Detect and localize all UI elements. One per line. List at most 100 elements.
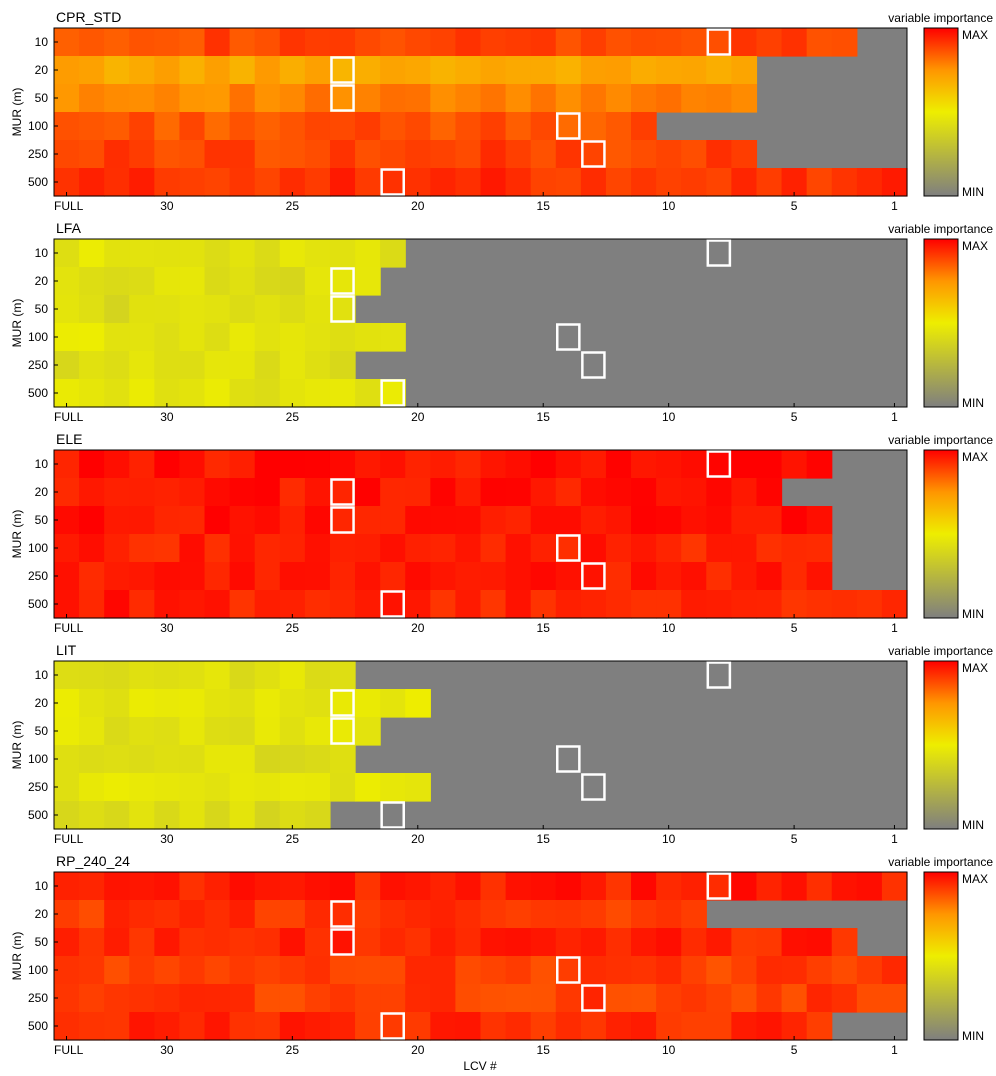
heatmap-cell — [756, 872, 783, 901]
highlight-square — [330, 56, 355, 84]
heatmap-cell — [681, 450, 707, 479]
colorbar-title: variable importance — [888, 222, 993, 236]
heatmap-cell — [480, 590, 507, 619]
heatmap-cell — [129, 928, 155, 957]
heatmap-cell — [129, 984, 155, 1013]
heatmap-cell — [129, 478, 155, 507]
heatmap-cell — [104, 661, 130, 690]
heatmap-cell — [380, 28, 406, 57]
heatmap-cell — [104, 478, 130, 507]
x-tick-label: 1 — [891, 1043, 898, 1057]
heatmap-cell — [355, 956, 381, 985]
heatmap-cell — [79, 984, 105, 1013]
heatmap-cell — [154, 168, 181, 197]
heatmap-cell — [304, 534, 331, 563]
heatmap-cell — [129, 1012, 155, 1041]
heatmap-cell — [605, 28, 632, 57]
heatmap-cell — [54, 689, 80, 718]
heatmap-cell — [79, 379, 105, 408]
heatmap-cell — [204, 56, 231, 85]
heatmap-cell — [631, 450, 657, 479]
heatmap-cell — [480, 450, 507, 479]
heatmap-cell — [279, 239, 306, 268]
heatmap-cell — [204, 323, 231, 352]
heatmap-cell — [304, 506, 331, 535]
heatmap-cell — [555, 872, 582, 901]
heatmap-cell — [54, 84, 80, 113]
y-tick-label: 100 — [28, 752, 48, 766]
heatmap-cell — [179, 661, 206, 690]
heatmap-cell — [154, 661, 181, 690]
heatmap-cell — [405, 590, 431, 619]
heatmap-cell — [480, 478, 507, 507]
heatmap-cell — [54, 872, 80, 901]
highlight-square — [556, 323, 581, 351]
heatmap-cell — [731, 84, 758, 113]
heatmap-cell — [104, 590, 130, 619]
x-tick-label: 20 — [411, 199, 425, 213]
heatmap-cell — [505, 872, 532, 901]
x-tick-label: 20 — [411, 410, 425, 424]
heatmap-cell — [756, 506, 783, 535]
heatmap-cell — [355, 872, 381, 901]
y-tick-label: 250 — [28, 780, 48, 794]
heatmap-cell — [129, 562, 155, 591]
highlight-square — [330, 295, 355, 323]
heatmap-cell — [229, 84, 256, 113]
heatmap-cell — [806, 562, 833, 591]
heatmap-cell — [455, 984, 482, 1013]
heatmap-cell — [505, 984, 532, 1013]
heatmap-cell — [706, 450, 732, 479]
heatmap-cell — [631, 56, 657, 85]
heatmap-cell — [154, 351, 181, 380]
highlight-square — [556, 534, 581, 562]
heatmap-cell — [405, 506, 431, 535]
heatmap-cell — [555, 168, 582, 197]
heatmap-cell — [129, 267, 155, 296]
heatmap-cell — [229, 801, 256, 830]
heatmap-cell — [756, 168, 783, 197]
heatmap-cell — [405, 168, 431, 197]
heatmap-cell — [480, 872, 507, 901]
heatmap-cell — [304, 689, 331, 718]
heatmap-cell — [530, 956, 557, 985]
heatmap-cell — [129, 801, 155, 830]
heatmap-cell — [329, 351, 356, 380]
heatmap-cell — [279, 478, 306, 507]
heatmap-cell — [79, 506, 105, 535]
heatmap-cell — [605, 168, 632, 197]
heatmap-cell — [129, 295, 155, 324]
heatmap-cell — [154, 689, 181, 718]
heatmap-cell — [455, 1012, 482, 1041]
heatmap-cell — [455, 84, 482, 113]
heatmap-cell — [79, 562, 105, 591]
heatmap-cell — [580, 450, 607, 479]
y-axis-label: MUR (m) — [10, 299, 24, 348]
plot-frame — [53, 660, 908, 830]
heatmap-cell — [229, 534, 256, 563]
heatmap-cell — [179, 689, 206, 718]
heatmap-cell — [279, 351, 306, 380]
heatmap-cell — [329, 717, 356, 746]
heatmap-cell — [154, 450, 181, 479]
heatmap-cell — [806, 168, 833, 197]
heatmap-cell — [631, 984, 657, 1013]
heatmap-cell — [279, 168, 306, 197]
heatmap-cell — [254, 717, 281, 746]
heatmap-cell — [831, 28, 858, 57]
colorbar — [923, 238, 959, 408]
x-tick-label: 15 — [537, 199, 551, 213]
heatmap-cell — [79, 140, 105, 169]
heatmap-cell — [79, 872, 105, 901]
heatmap-cell — [154, 323, 181, 352]
heatmap-cell — [329, 295, 356, 324]
highlight-square — [330, 267, 355, 295]
heatmap-cell — [254, 984, 281, 1013]
heatmap-cell — [229, 562, 256, 591]
heatmap-cell — [79, 84, 105, 113]
heatmap-cell — [254, 56, 281, 85]
heatmap-cell — [304, 717, 331, 746]
y-tick-label: 100 — [28, 330, 48, 344]
heatmap-cell — [781, 928, 808, 957]
